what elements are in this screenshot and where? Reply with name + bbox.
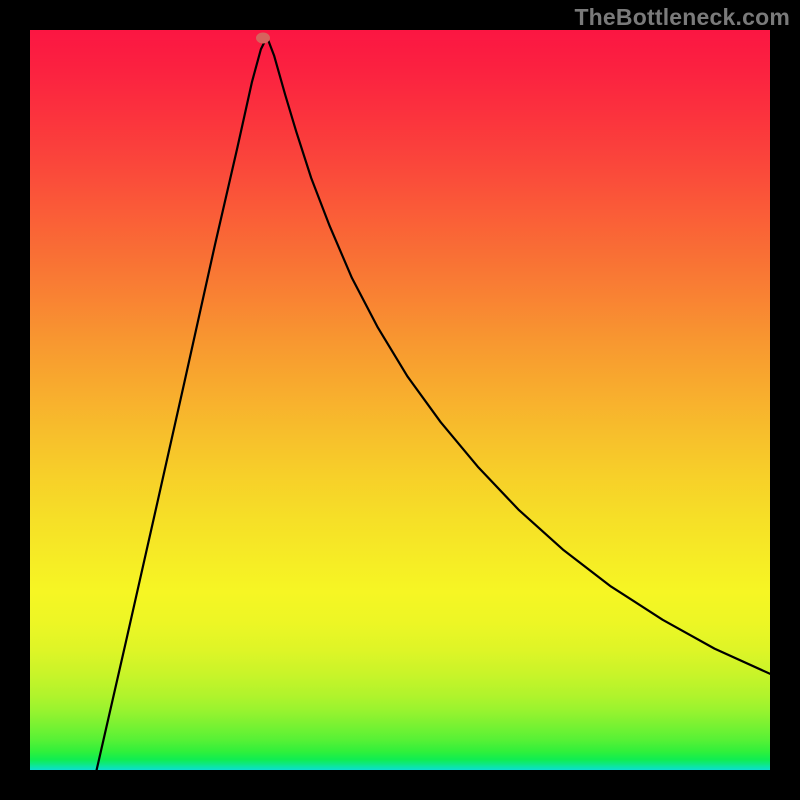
watermark-text: TheBottleneck.com [574,4,790,31]
plot-area [30,30,770,770]
bottleneck-curve [30,30,770,770]
chart-container: TheBottleneck.com [0,0,800,800]
minimum-marker [256,33,270,44]
